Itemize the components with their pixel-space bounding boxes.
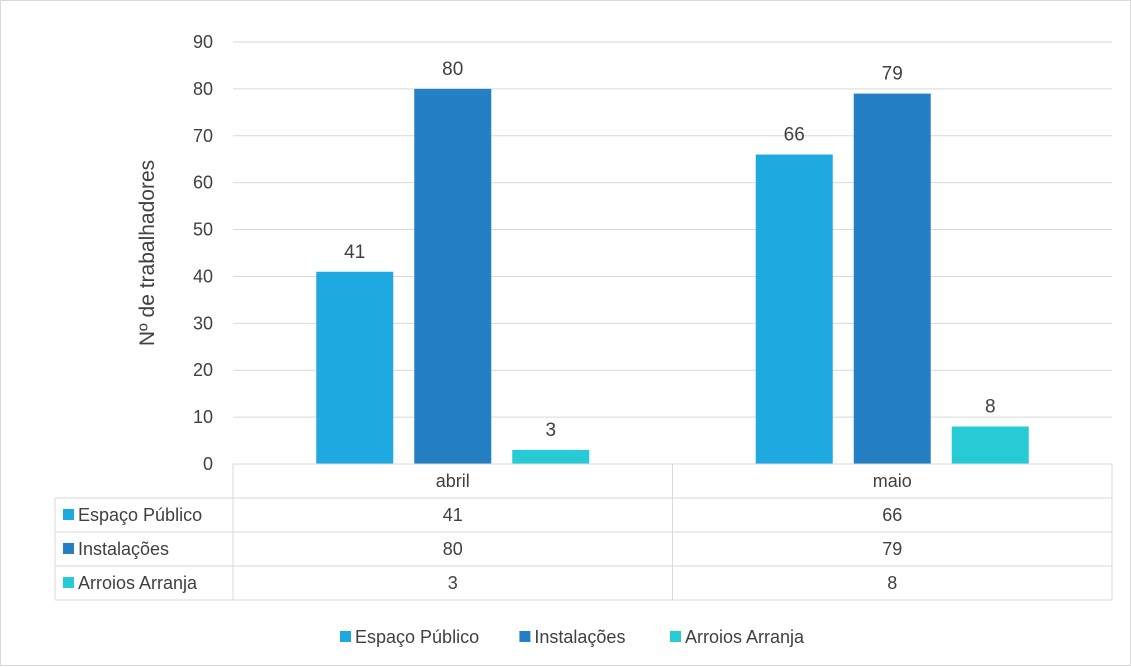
y-tick-label: 60 bbox=[193, 173, 213, 193]
y-axis-ticks: 0 10 20 30 40 50 60 70 80 90 bbox=[193, 32, 213, 474]
y-tick-label: 30 bbox=[193, 313, 213, 333]
table-row-label: Arroios Arranja bbox=[78, 573, 198, 593]
y-tick-label: 0 bbox=[203, 454, 213, 474]
data-label: 41 bbox=[344, 242, 365, 263]
table-cell: 3 bbox=[448, 573, 458, 593]
y-tick-label: 50 bbox=[193, 220, 213, 240]
table-cell: 80 bbox=[443, 539, 463, 559]
data-label: 8 bbox=[985, 396, 996, 417]
data-label: 79 bbox=[882, 64, 903, 85]
bar-instalacoes-abril bbox=[414, 88, 492, 464]
y-tick-label: 70 bbox=[193, 126, 213, 146]
table-cell: 8 bbox=[887, 573, 897, 593]
data-label: 66 bbox=[784, 125, 805, 146]
y-tick-label: 10 bbox=[193, 407, 213, 427]
table-legend-key bbox=[63, 543, 74, 554]
table-legend-key bbox=[63, 509, 74, 520]
y-tick-label: 90 bbox=[193, 32, 213, 52]
table-row-label: Instalações bbox=[78, 539, 169, 559]
legend-swatch-instalacoes bbox=[519, 631, 531, 642]
y-tick-label: 20 bbox=[193, 360, 213, 380]
x-category-label: maio bbox=[873, 471, 912, 491]
table-row-label: Espaço Público bbox=[78, 505, 202, 525]
legend-label-instalacoes: Instalações bbox=[534, 627, 625, 647]
y-axis-title: Nº de trabalhadores bbox=[136, 160, 159, 346]
table-cell: 66 bbox=[882, 505, 902, 525]
bar-arroios-arranja-abril bbox=[512, 449, 590, 464]
bar-arroios-arranja-maio bbox=[951, 426, 1029, 464]
data-table: abril maio Espaço Público 41 66 Instalações 80… bbox=[54, 463, 1113, 601]
bar-instalacoes-maio bbox=[853, 93, 931, 465]
table-cell: 79 bbox=[882, 539, 902, 559]
legend-label-espaco-publico: Espaço Público bbox=[355, 627, 479, 647]
legend-swatch-arroios-arranja bbox=[670, 631, 681, 642]
y-tick-label: 80 bbox=[193, 79, 213, 99]
legend: Espaço Público Instalações Arroios Arranja bbox=[340, 627, 805, 647]
bar-espaco-publico-maio bbox=[755, 154, 833, 465]
bars bbox=[316, 88, 1029, 465]
data-labels: 41 80 3 66 79 8 bbox=[344, 59, 995, 441]
table-cell: 41 bbox=[443, 505, 463, 525]
table-legend-key bbox=[63, 577, 74, 588]
legend-swatch-espaco-publico bbox=[340, 631, 351, 642]
x-category-label: abril bbox=[436, 471, 470, 491]
legend-label-arroios-arranja: Arroios Arranja bbox=[685, 627, 805, 647]
data-label: 80 bbox=[442, 59, 463, 80]
y-tick-label: 40 bbox=[193, 266, 213, 286]
data-label: 3 bbox=[545, 420, 556, 441]
bar-espaco-publico-abril bbox=[316, 271, 394, 464]
